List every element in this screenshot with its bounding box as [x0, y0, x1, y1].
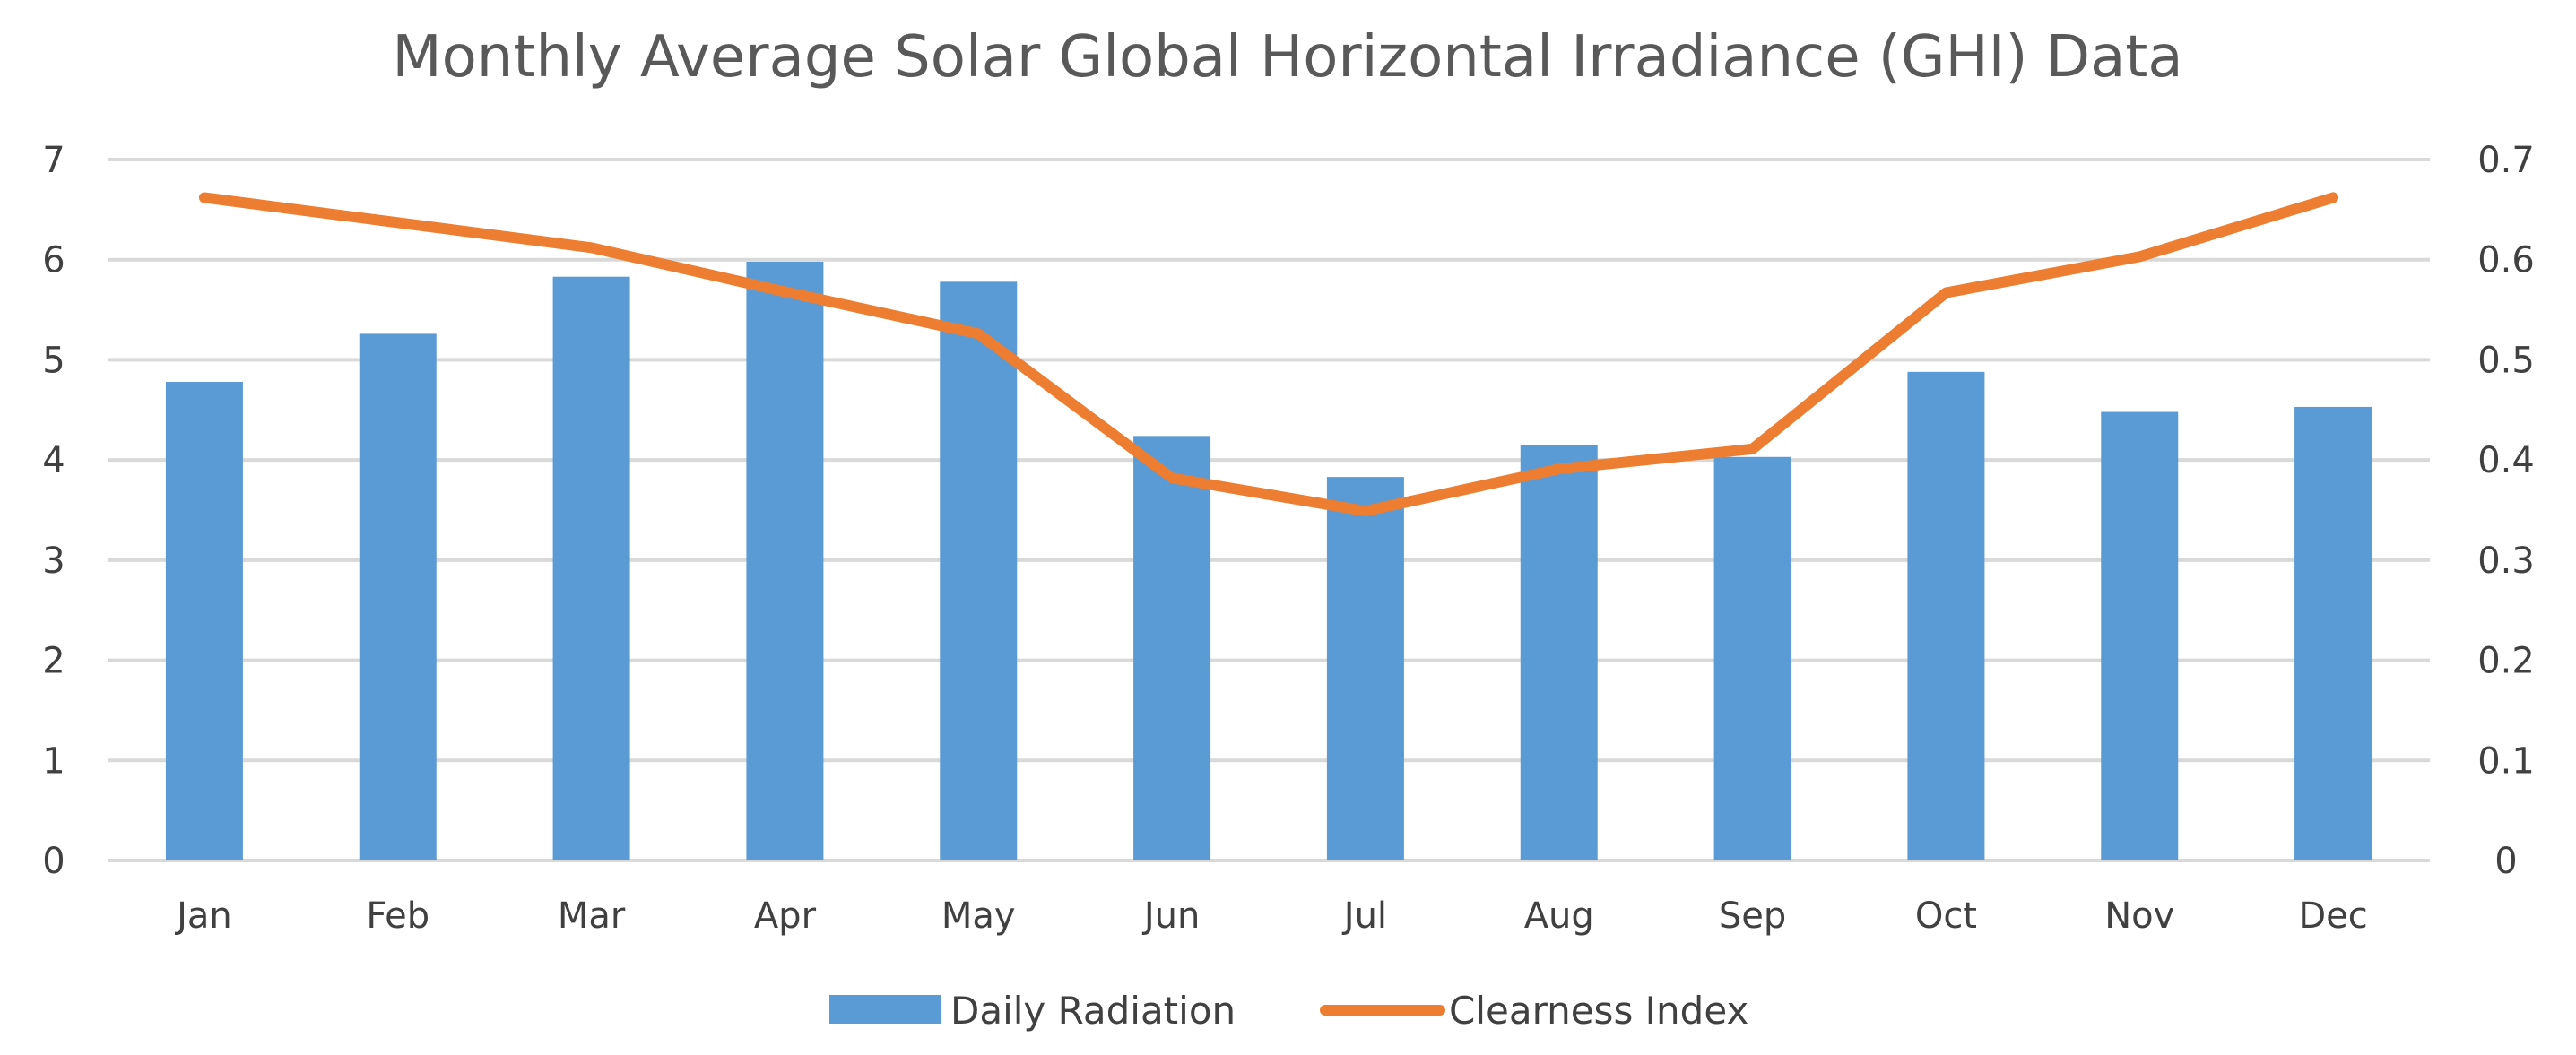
- bar-aug: [1520, 445, 1598, 860]
- left-tick-label: 4: [42, 440, 65, 481]
- legend-swatch-daily-radiation: [829, 995, 941, 1024]
- right-tick-label: 0.6: [2477, 240, 2535, 281]
- x-tick-label: May: [941, 895, 1016, 937]
- bar-apr: [746, 261, 824, 860]
- bar-jun: [1133, 436, 1211, 860]
- left-tick-label: 0: [42, 841, 65, 882]
- bar-jan: [165, 382, 243, 860]
- legend: Daily Radiation Clearness Index: [829, 989, 1748, 1033]
- clearness-index-line: [198, 192, 2339, 517]
- right-tick-label: 0.4: [2477, 440, 2535, 481]
- x-tick-label: Jan: [174, 895, 232, 937]
- bar-nov: [2101, 411, 2179, 860]
- right-tick-label: 0.3: [2477, 540, 2535, 582]
- line-point-jan: [203, 196, 205, 199]
- line-point-sep: [1751, 447, 1754, 450]
- x-tick-label: Dec: [2298, 895, 2367, 937]
- x-tick-label: Aug: [1524, 895, 1594, 937]
- x-tick-label: Oct: [1915, 895, 1977, 937]
- right-tick-label: 0: [2494, 841, 2517, 882]
- x-tick-label: Apr: [754, 895, 817, 937]
- line-point-apr: [784, 290, 786, 293]
- line-point-oct: [1945, 291, 1947, 294]
- x-tick-label: Sep: [1719, 895, 1786, 937]
- bar-dec: [2294, 406, 2372, 860]
- right-axis-ticks: 0 0.1 0.2 0.3 0.4 0.5 0.6 0.7: [2477, 140, 2535, 882]
- right-tick-label: 0.2: [2477, 641, 2535, 682]
- legend-label-clearness-index: Clearness Index: [1449, 989, 1748, 1033]
- legend-label-daily-radiation: Daily Radiation: [950, 989, 1236, 1033]
- bar-mar: [552, 276, 630, 861]
- line-point-dec: [2332, 196, 2335, 199]
- right-tick-label: 0.7: [2477, 140, 2535, 181]
- x-tick-label: Jul: [1341, 895, 1387, 937]
- right-tick-label: 0.1: [2477, 740, 2535, 782]
- line-point-jun: [1171, 477, 1174, 480]
- left-tick-label: 7: [42, 140, 65, 181]
- line-point-aug: [1557, 468, 1560, 471]
- gridlines: [108, 158, 2430, 862]
- line-point-may: [977, 333, 980, 335]
- line-point-feb: [396, 221, 399, 224]
- chart-title: Monthly Average Solar Global Horizontal …: [392, 24, 2182, 91]
- left-tick-label: 5: [42, 340, 65, 381]
- left-axis-ticks: 0 1 2 3 4 5 6 7: [42, 140, 65, 882]
- x-tick-label: Feb: [366, 895, 429, 937]
- left-tick-label: 3: [42, 540, 65, 582]
- bar-may: [940, 281, 1018, 860]
- line-point-jul: [1364, 510, 1366, 513]
- clearness-index-line-group: [198, 192, 2339, 517]
- x-axis-ticks: Jan Feb Mar Apr May Jun Jul Aug Sep Oct Nov Dec: [174, 895, 2368, 937]
- bar-jul: [1326, 477, 1404, 860]
- x-tick-label: Mar: [558, 895, 626, 937]
- bar-oct: [1907, 371, 1985, 860]
- line-point-mar: [590, 246, 593, 249]
- bar-feb: [359, 333, 437, 861]
- bar-sep: [1713, 456, 1791, 860]
- right-tick-label: 0.5: [2477, 340, 2535, 381]
- left-tick-label: 6: [42, 240, 65, 281]
- line-point-nov: [2138, 255, 2141, 258]
- left-tick-label: 1: [42, 740, 65, 782]
- left-tick-label: 2: [42, 641, 65, 682]
- daily-radiation-bars: [165, 261, 2372, 861]
- x-tick-label: Nov: [2104, 895, 2174, 937]
- x-tick-label: Jun: [1141, 895, 1201, 937]
